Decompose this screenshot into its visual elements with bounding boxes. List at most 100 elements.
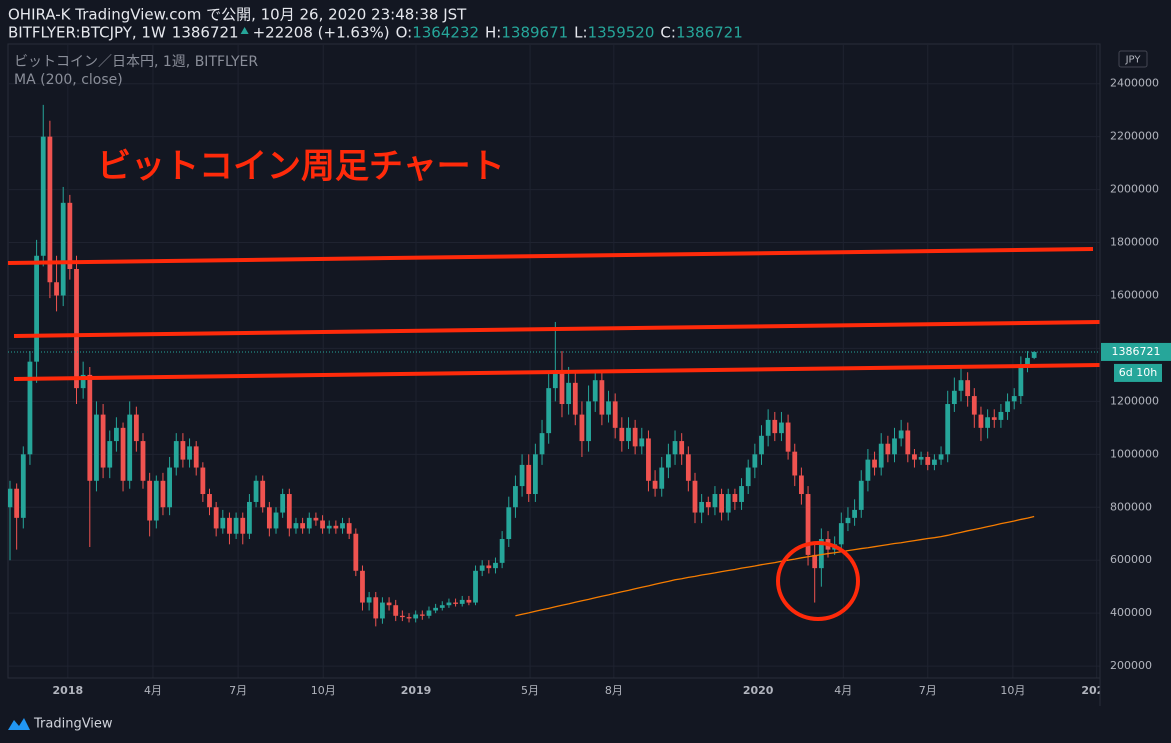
candle-body	[685, 454, 691, 481]
x-tick-label: 2019	[401, 684, 432, 697]
candle-body	[612, 401, 618, 428]
candle-body	[546, 388, 552, 434]
change-arrow	[240, 27, 249, 34]
x-tick-label: 5月	[521, 684, 539, 697]
candle-body	[1018, 366, 1024, 397]
candle-body	[752, 454, 758, 468]
candle-body	[1031, 351, 1037, 358]
y-tick-label: 2000000	[1110, 183, 1159, 196]
candle-body	[326, 525, 332, 529]
symbol: BITFLYER:BTCJPY, 1W	[8, 24, 166, 42]
candle-body	[233, 517, 239, 534]
y-tick-label: 1800000	[1110, 236, 1159, 249]
candle-body	[167, 467, 172, 508]
candle-body	[260, 480, 266, 508]
candle-body	[526, 464, 532, 495]
x-tick-label: 2018	[53, 684, 84, 697]
candle-body	[114, 427, 119, 442]
candle-body	[213, 507, 219, 529]
candle-body	[373, 597, 379, 619]
ohlc-value: 1386721	[676, 24, 743, 42]
plot	[8, 104, 1100, 627]
candle-body	[652, 480, 658, 489]
candle-body	[439, 605, 445, 608]
candle-body	[399, 615, 405, 618]
publisher: OHIRA-K TradingView.com で公開, 10月 26, 202…	[8, 6, 467, 24]
candle-body	[20, 454, 26, 518]
candle-body	[419, 614, 425, 616]
candle-body	[320, 520, 325, 529]
candle-body	[313, 517, 319, 521]
candle-body	[160, 480, 166, 508]
candle-body	[965, 380, 971, 397]
candle-body	[393, 605, 399, 616]
x-tick-label: 8月	[605, 684, 623, 697]
candle-body	[220, 517, 226, 529]
candle-body	[479, 565, 485, 571]
candle-body	[60, 202, 66, 296]
resistance-line	[13, 320, 1101, 338]
candle-body	[779, 422, 784, 434]
candle-body	[94, 414, 99, 481]
candle-body	[712, 494, 718, 508]
ohlc-label: O:	[396, 24, 413, 42]
ohlc-value: 1359520	[588, 24, 655, 42]
candle-body	[539, 433, 545, 455]
candle-body	[513, 486, 518, 508]
ohlc-label: L:	[574, 24, 587, 42]
candle-body	[792, 451, 798, 476]
candle-body	[34, 255, 39, 362]
currency-box	[1118, 50, 1148, 68]
y-tick-label: 1600000	[1110, 288, 1159, 301]
header-price: 1386721	[172, 24, 239, 42]
candle-body	[140, 441, 146, 481]
candle-body	[240, 517, 246, 534]
candle-body	[958, 380, 964, 391]
candle-body	[559, 372, 565, 405]
candle-body	[852, 509, 857, 518]
candle-body	[619, 427, 625, 442]
candle-body	[978, 414, 984, 428]
candle-body	[1005, 401, 1010, 412]
brand-name: TradingView	[33, 717, 113, 732]
candle-body	[739, 486, 744, 502]
annotation: ビットコイン周足チャート	[97, 147, 505, 187]
candle-body	[632, 427, 638, 447]
candle-body	[133, 414, 139, 442]
candle-body	[932, 459, 937, 465]
candle-body	[971, 396, 977, 415]
candle-body	[586, 401, 591, 442]
candle-body	[473, 570, 478, 603]
drawings: ビットコイン周足チャート	[7, 147, 1101, 621]
candle-body	[266, 507, 272, 529]
candle-body	[745, 467, 751, 487]
x-tick-label: 10月	[311, 684, 336, 697]
candle-body	[1025, 357, 1030, 367]
candle-body	[705, 501, 711, 508]
candle-body	[646, 438, 651, 481]
candle-body	[227, 517, 232, 534]
candle-body	[333, 525, 339, 529]
grid	[8, 44, 1100, 678]
ohlc-label: H:	[485, 24, 501, 42]
candle-body	[719, 494, 724, 513]
candle-body	[692, 480, 698, 513]
candle-body	[845, 517, 851, 524]
candle-body	[699, 501, 705, 513]
candle-body	[120, 427, 126, 481]
candle-body	[47, 136, 53, 283]
candle-body	[127, 414, 133, 481]
candle-body	[1011, 396, 1017, 402]
candle-body	[280, 494, 286, 513]
candle-body	[207, 494, 212, 508]
candle-body	[725, 494, 731, 513]
last-price-label: 1386721	[1112, 345, 1161, 358]
candle-body	[579, 414, 585, 442]
ohlc-value: 1389671	[501, 24, 568, 42]
candle-body	[506, 507, 512, 540]
candle-body	[180, 441, 186, 460]
candle-body	[466, 599, 472, 603]
candle-body	[925, 456, 931, 465]
candle-body	[985, 417, 991, 428]
